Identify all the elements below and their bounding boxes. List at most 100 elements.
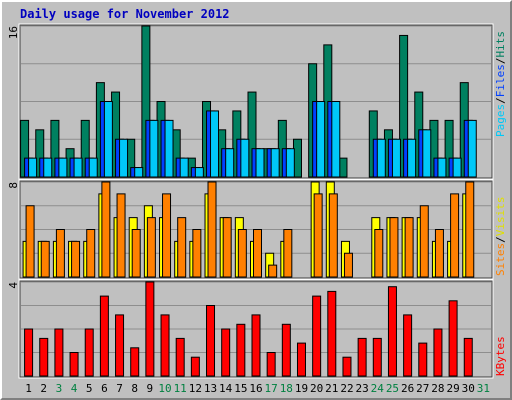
bar-sites-14 <box>222 217 232 278</box>
x-tick-label-29: 29 <box>446 382 459 395</box>
bar-pages-18 <box>285 148 295 178</box>
bar-kbytes-24 <box>372 337 382 377</box>
bar-kbytes-3 <box>54 328 64 377</box>
x-tick-label-7: 7 <box>116 382 123 395</box>
bar-sites-24 <box>374 229 384 278</box>
bar-kbytes-13 <box>206 305 216 377</box>
bar-kbytes-8 <box>130 347 140 377</box>
bar-sites-15 <box>237 229 247 278</box>
bar-kbytes-10 <box>160 314 170 377</box>
bar-pages-13 <box>210 110 220 178</box>
bar-kbytes-28 <box>433 328 443 377</box>
bar-pages-3 <box>58 157 68 178</box>
bar-kbytes-21 <box>327 290 337 377</box>
bar-pages-6 <box>103 101 113 178</box>
x-tick-label-19: 19 <box>295 382 308 395</box>
bar-kbytes-4 <box>69 352 79 377</box>
x-tick-label-20: 20 <box>310 382 323 395</box>
bar-pages-24 <box>376 138 386 178</box>
x-tick-label-14: 14 <box>219 382 233 395</box>
bar-sites-12 <box>192 229 202 278</box>
legend: Sites/Visits <box>494 197 507 277</box>
bar-pages-8 <box>134 167 144 178</box>
ymax-label: 8 <box>7 182 20 189</box>
panel-bevel <box>18 179 494 280</box>
legend-visits: Visits <box>494 197 507 237</box>
bar-pages-9 <box>149 119 159 178</box>
bar-pages-26 <box>407 138 417 178</box>
bar-kbytes-9 <box>145 281 155 377</box>
bar-sites-29 <box>450 193 460 278</box>
bar-sites-6 <box>101 181 111 278</box>
x-tick-label-27: 27 <box>416 382 429 395</box>
x-tick-label-17: 17 <box>265 382 278 395</box>
bar-pages-20 <box>316 101 326 178</box>
bar-sites-18 <box>283 229 293 278</box>
bar-sites-11 <box>177 217 187 278</box>
bar-kbytes-27 <box>418 342 428 377</box>
x-tick-label-30: 30 <box>462 382 475 395</box>
x-tick-label-6: 6 <box>101 382 108 395</box>
x-tick-label-28: 28 <box>431 382 444 395</box>
bar-sites-4 <box>71 240 81 278</box>
x-tick-label-2: 2 <box>40 382 47 395</box>
bar-pages-17 <box>270 148 280 178</box>
bar-pages-16 <box>255 148 265 178</box>
legend-hits: Hits <box>494 31 507 58</box>
x-tick-label-12: 12 <box>189 382 202 395</box>
bar-kbytes-19 <box>296 342 306 377</box>
bar-sites-28 <box>434 229 444 278</box>
bar-sites-22 <box>343 252 353 278</box>
bar-kbytes-23 <box>357 337 367 377</box>
x-tick-label-11: 11 <box>174 382 187 395</box>
chart-title: Daily usage for November 2012 <box>20 7 230 21</box>
legend: Pages/Files/Hits <box>494 31 507 137</box>
bar-sites-17 <box>268 264 278 278</box>
bar-sites-25 <box>389 217 399 278</box>
bar-pages-10 <box>164 119 174 178</box>
x-tick-label-31: 31 <box>477 382 490 395</box>
bar-sites-26 <box>404 217 414 278</box>
bar-kbytes-7 <box>115 314 125 377</box>
legend-sites: Sites <box>494 243 507 276</box>
bar-pages-7 <box>119 138 129 178</box>
x-tick-label-26: 26 <box>401 382 414 395</box>
panel-border <box>19 280 493 378</box>
bar-sites-3 <box>55 229 65 278</box>
bar-sites-13 <box>207 181 217 278</box>
bar-pages-30 <box>467 119 477 178</box>
x-tick-label-9: 9 <box>147 382 154 395</box>
bar-sites-21 <box>328 193 338 278</box>
panel-border <box>19 180 493 279</box>
x-tick-label-18: 18 <box>280 382 293 395</box>
x-tick-label-23: 23 <box>356 382 369 395</box>
bar-pages-21 <box>331 101 341 178</box>
x-tick-label-21: 21 <box>325 382 338 395</box>
bar-kbytes-6 <box>99 295 109 377</box>
bar-sites-1 <box>25 205 35 278</box>
x-tick-label-8: 8 <box>131 382 138 395</box>
bar-kbytes-5 <box>84 328 94 377</box>
bar-kbytes-12 <box>190 356 200 377</box>
bar-sites-27 <box>419 205 429 278</box>
bar-kbytes-14 <box>221 328 231 377</box>
bar-pages-27 <box>422 129 432 178</box>
panel-bevel <box>18 279 494 379</box>
bar-pages-11 <box>179 157 189 178</box>
bar-kbytes-29 <box>448 300 458 377</box>
bar-kbytes-11 <box>175 337 185 377</box>
x-tick-label-24: 24 <box>371 382 385 395</box>
bar-sites-5 <box>86 229 96 278</box>
x-tick-label-1: 1 <box>25 382 32 395</box>
bar-sites-8 <box>131 229 141 278</box>
legend: KBytes <box>494 336 507 376</box>
bar-kbytes-25 <box>387 286 397 377</box>
x-tick-label-13: 13 <box>204 382 217 395</box>
bar-pages-25 <box>391 138 401 178</box>
bar-kbytes-15 <box>236 323 246 377</box>
bar-kbytes-2 <box>39 337 49 377</box>
legend-files: Files <box>494 64 507 97</box>
panel-border <box>19 24 493 179</box>
ymax-label: 16 <box>7 26 20 39</box>
bar-kbytes-30 <box>463 337 473 377</box>
